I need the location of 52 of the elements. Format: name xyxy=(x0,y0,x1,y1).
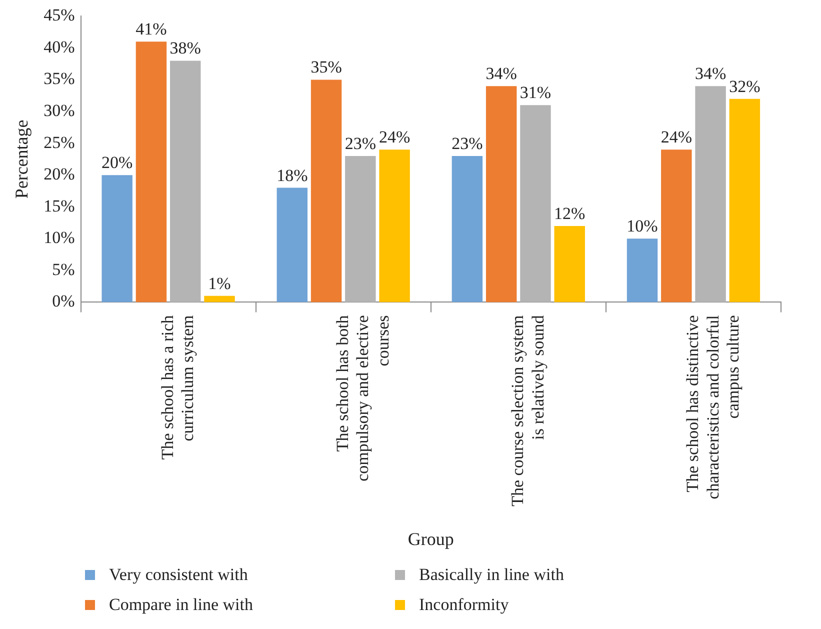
bar xyxy=(345,156,376,302)
legend-label: Very consistent with xyxy=(109,565,248,585)
data-label: 23% xyxy=(344,134,376,153)
x-tick-label: The school has a rich curriculum system xyxy=(158,314,198,460)
bar xyxy=(379,150,410,302)
y-tick-label: 25% xyxy=(44,132,75,152)
bar xyxy=(626,238,658,302)
x-tick-label: The school has both compulsory and elective courses xyxy=(332,314,393,482)
data-label: 23% xyxy=(452,134,483,153)
bar xyxy=(486,86,517,302)
bar xyxy=(554,226,585,302)
data-label: 34% xyxy=(694,64,726,84)
bar xyxy=(729,98,760,302)
bar xyxy=(310,80,342,302)
data-label: 10% xyxy=(626,216,658,236)
y-tick-label: 20% xyxy=(44,164,75,184)
y-tick-label: 45% xyxy=(44,6,75,25)
y-axis-title: Percentage xyxy=(12,120,32,199)
y-tick-label: 40% xyxy=(44,37,75,56)
bar xyxy=(136,42,167,302)
bar xyxy=(204,296,235,302)
bar xyxy=(695,86,726,302)
y-tick-label: 35% xyxy=(44,69,75,88)
y-tick-label: 30% xyxy=(44,101,75,120)
data-label: 24% xyxy=(660,128,692,147)
data-label: 41% xyxy=(136,20,167,39)
x-axis-title: Group xyxy=(408,528,454,549)
bar xyxy=(520,105,551,302)
legend-label: Inconformity xyxy=(419,595,509,615)
data-label: 24% xyxy=(378,128,410,147)
x-tick-label: The course selection system is relatively sound xyxy=(508,314,548,506)
data-label: 20% xyxy=(102,153,133,172)
data-label: 38% xyxy=(170,38,201,58)
bar xyxy=(276,188,308,302)
data-label: 31% xyxy=(520,83,552,102)
bar xyxy=(452,156,483,302)
bar xyxy=(661,150,692,302)
y-tick-label: 10% xyxy=(44,228,75,248)
x-tick-label: The school has distinctive characteristics and colorful campus culture xyxy=(682,314,743,500)
data-label: 12% xyxy=(554,204,586,223)
data-label: 1% xyxy=(208,274,231,293)
data-label: 32% xyxy=(729,76,760,96)
data-label: 34% xyxy=(486,64,517,84)
legend-label: Basically in line with xyxy=(419,565,564,585)
legend-label: Compare in line with xyxy=(109,595,254,615)
data-label: 35% xyxy=(310,58,342,77)
y-tick-label: 15% xyxy=(44,196,75,216)
y-tick-label: 0% xyxy=(52,292,75,311)
bar xyxy=(102,175,132,302)
y-tick-label: 5% xyxy=(52,260,75,279)
bar xyxy=(170,60,201,302)
data-label: 18% xyxy=(276,166,308,185)
